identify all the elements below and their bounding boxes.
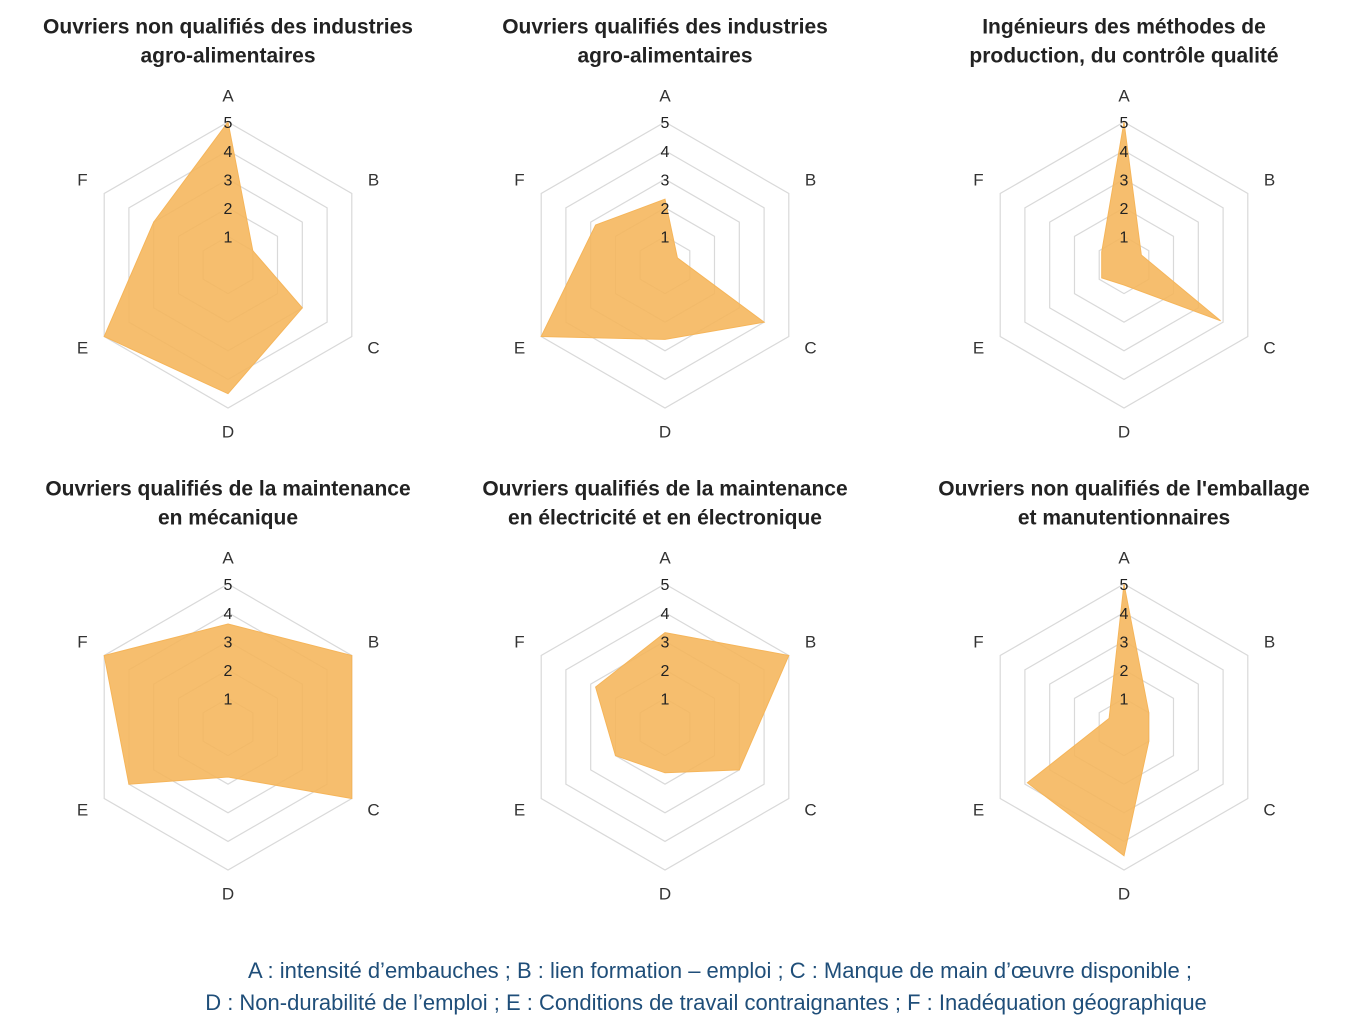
r-tick-label: 2 <box>224 663 233 680</box>
axis-label: A <box>1118 548 1130 567</box>
grid-ring <box>1024 149 1224 381</box>
caption-line: A : intensité d’embauches ; B : lien for… <box>248 958 1192 983</box>
axis-label: F <box>77 632 87 651</box>
axis-label: F <box>973 632 983 651</box>
caption-line: D : Non-durabilité de l’emploi ; E : Con… <box>205 990 1207 1015</box>
r-tick-label: 1 <box>661 692 670 709</box>
radar-area <box>595 632 790 774</box>
chart-title: Ouvriers non qualifiés des industries <box>43 16 413 39</box>
r-tick-label: 1 <box>1120 692 1129 709</box>
r-tick-label: 5 <box>224 115 233 132</box>
grid-ring <box>1073 207 1175 323</box>
axis-label: E <box>973 338 984 357</box>
axis-label: C <box>804 338 816 357</box>
axis-label: D <box>1118 884 1130 903</box>
axis-label: E <box>77 800 88 819</box>
axis-label: B <box>805 632 816 651</box>
radar-area <box>103 623 353 800</box>
r-tick-label: 2 <box>661 663 670 680</box>
axis-label: C <box>367 338 379 357</box>
r-tick-label: 2 <box>1120 663 1129 680</box>
r-tick-label: 5 <box>224 577 233 594</box>
axis-label: D <box>659 422 671 441</box>
chart-title: en mécanique <box>158 507 298 530</box>
chart-title: Ouvriers qualifiés de la maintenance <box>45 478 410 501</box>
chart-title: production, du contrôle qualité <box>969 45 1278 68</box>
r-tick-label: 1 <box>1120 230 1129 247</box>
axis-label: F <box>514 632 524 651</box>
r-tick-label: 2 <box>661 201 670 218</box>
r-tick-label: 1 <box>224 230 233 247</box>
r-tick-label: 4 <box>224 144 233 161</box>
axis-label: F <box>973 170 983 189</box>
axis-label: C <box>804 800 816 819</box>
axis-label: D <box>659 884 671 903</box>
grid-ring <box>540 121 790 409</box>
chart-title: Ouvriers qualifiés des industries <box>502 16 828 39</box>
r-tick-label: 4 <box>224 606 233 623</box>
axis-label: A <box>1118 86 1130 105</box>
r-tick-label: 5 <box>661 115 670 132</box>
r-tick-label: 4 <box>1120 606 1129 623</box>
grid-ring <box>1049 178 1199 352</box>
radar-area <box>540 198 766 340</box>
axis-label: A <box>659 86 671 105</box>
grid-ring <box>103 121 353 409</box>
r-tick-label: 4 <box>661 606 670 623</box>
axis-label: E <box>77 338 88 357</box>
grid-ring <box>590 178 740 352</box>
r-tick-label: 3 <box>224 172 233 189</box>
axis-label: F <box>514 170 524 189</box>
chart-title: agro-alimentaires <box>577 45 752 68</box>
chart-title: Ouvriers non qualifiés de l'emballage <box>938 478 1309 501</box>
radar-area <box>103 120 303 395</box>
chart-title: agro-alimentaires <box>140 45 315 68</box>
axis-label: A <box>659 548 671 567</box>
r-tick-label: 4 <box>661 144 670 161</box>
r-tick-label: 3 <box>661 172 670 189</box>
r-tick-label: 5 <box>661 577 670 594</box>
grid-ring <box>999 583 1249 871</box>
radar-area <box>1101 121 1221 322</box>
axis-label: C <box>367 800 379 819</box>
r-tick-label: 3 <box>224 634 233 651</box>
axis-label: D <box>1118 422 1130 441</box>
axis-label: A <box>222 86 234 105</box>
chart-title: Ouvriers qualifiés de la maintenance <box>482 478 847 501</box>
axis-label: E <box>514 800 525 819</box>
r-tick-label: 5 <box>1120 115 1129 132</box>
r-tick-label: 3 <box>1120 172 1129 189</box>
chart-title: en électricité et en électronique <box>508 507 822 530</box>
chart-title: et manutentionnaires <box>1018 507 1230 530</box>
grid-ring <box>1098 235 1150 295</box>
r-tick-label: 2 <box>1120 201 1129 218</box>
axis-label: B <box>368 170 379 189</box>
radar-area <box>1026 583 1150 857</box>
grid-ring <box>565 149 765 381</box>
axis-label: C <box>1263 800 1275 819</box>
chart-title: Ingénieurs des méthodes de <box>982 16 1266 39</box>
axis-label: E <box>973 800 984 819</box>
r-tick-label: 3 <box>1120 634 1129 651</box>
axis-label: B <box>1264 170 1275 189</box>
axis-label: C <box>1263 338 1275 357</box>
axis-label: B <box>368 632 379 651</box>
r-tick-label: 1 <box>224 692 233 709</box>
axis-label: B <box>805 170 816 189</box>
r-tick-label: 3 <box>661 634 670 651</box>
axis-label: E <box>514 338 525 357</box>
axis-label: F <box>77 170 87 189</box>
axis-label: B <box>1264 632 1275 651</box>
r-tick-label: 4 <box>1120 144 1129 161</box>
r-tick-label: 2 <box>224 201 233 218</box>
axis-label: A <box>222 548 234 567</box>
grid-ring <box>999 121 1249 409</box>
axis-label: D <box>222 884 234 903</box>
r-tick-label: 1 <box>661 230 670 247</box>
axis-label: D <box>222 422 234 441</box>
r-tick-label: 5 <box>1120 577 1129 594</box>
